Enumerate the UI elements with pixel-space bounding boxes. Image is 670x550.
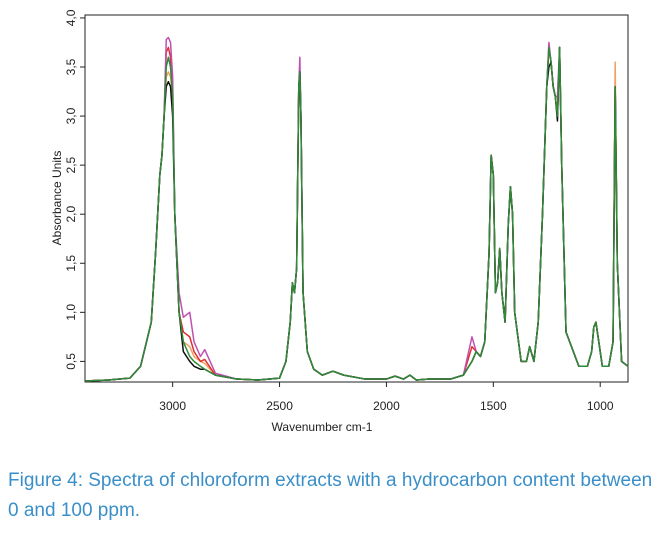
x-tick-label: 1500	[480, 399, 507, 413]
y-tick-label: 2,0	[64, 206, 78, 223]
y-tick-label: 1,0	[64, 304, 78, 321]
y-tick-label: 2,5	[64, 156, 78, 173]
y-tick-label: 3,5	[64, 58, 78, 75]
x-tick-label: 2500	[266, 399, 293, 413]
figure-caption: Figure 4: Spectra of chloroform extracts…	[8, 470, 653, 521]
y-tick-label: 0,5	[64, 353, 78, 370]
spectrum-line	[84, 46, 629, 382]
x-tick-label: 2000	[373, 399, 400, 413]
chart: Wavenumber cm-1 Absorbance Units 3000 250…	[50, 9, 629, 434]
y-tick-label: 1,5	[64, 255, 78, 272]
y-axis-label: Absorbance Units	[50, 151, 64, 246]
y-tick-label: 4,0	[64, 9, 78, 26]
x-tick-label: 1000	[587, 399, 614, 413]
plot-frame	[84, 14, 629, 383]
y-tick-label: 3,0	[64, 107, 78, 124]
x-tick-label: 3000	[159, 399, 186, 413]
x-axis-label: Wavenumber cm-1	[272, 420, 373, 434]
